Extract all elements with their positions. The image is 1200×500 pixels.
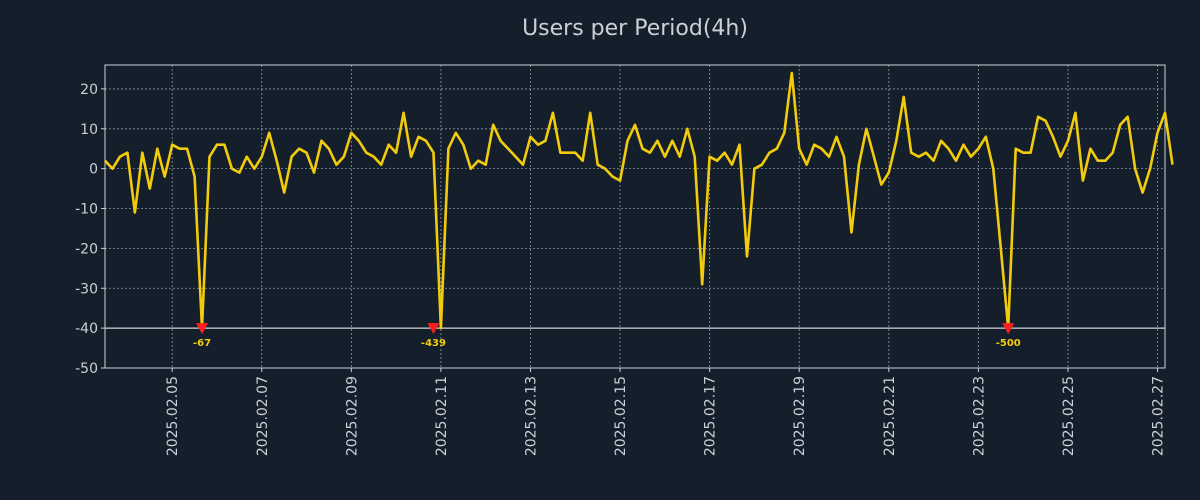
x-tick-label: 2025.02.09 [344,376,360,456]
y-tick-label: 20 [80,82,98,98]
series-line-users [104,71,1174,330]
grid-layer [105,65,1165,369]
plot-frame [104,64,1166,369]
y-tick-label: 10 [80,122,98,138]
y-tick-label: 0 [89,162,98,178]
y-tick-label: -20 [75,241,98,257]
axis-layer: -50 -40 -30 -20 -10 0 10 20 2025.02.05 2025.02.07… [75,64,1167,456]
marker-label: -67 [193,338,211,349]
marker-triangle [196,323,209,335]
x-tick-label: 2025.02.27 [1151,376,1167,456]
x-tick-label: 2025.02.07 [255,376,271,456]
y-tick-label: -30 [75,281,98,297]
x-tick-label: 2025.02.15 [613,376,629,456]
y-tick-label: -50 [75,361,98,377]
x-tick-label: 2025.02.19 [792,376,808,456]
marker-triangle [1002,323,1015,335]
x-tick-label: 2025.02.05 [165,376,181,456]
x-tick-label: 2025.02.21 [882,376,898,456]
x-tick-label: 2025.02.17 [703,376,719,456]
y-tick-label: -10 [75,202,98,218]
x-tick-label: 2025.02.13 [523,376,539,456]
y-tick-label: -40 [75,321,98,337]
chart-title: Users per Period(4h) [522,16,748,41]
marker-triangle [427,323,440,335]
series-layer [104,71,1174,330]
marker-layer: -67 -439 -500 [193,323,1021,349]
x-tick-label: 2025.02.11 [434,376,450,456]
x-tick-label: 2025.02.25 [1061,376,1077,456]
marker-label: -500 [996,338,1021,349]
x-tick-label: 2025.02.23 [971,376,987,456]
marker-label: -439 [421,338,446,349]
